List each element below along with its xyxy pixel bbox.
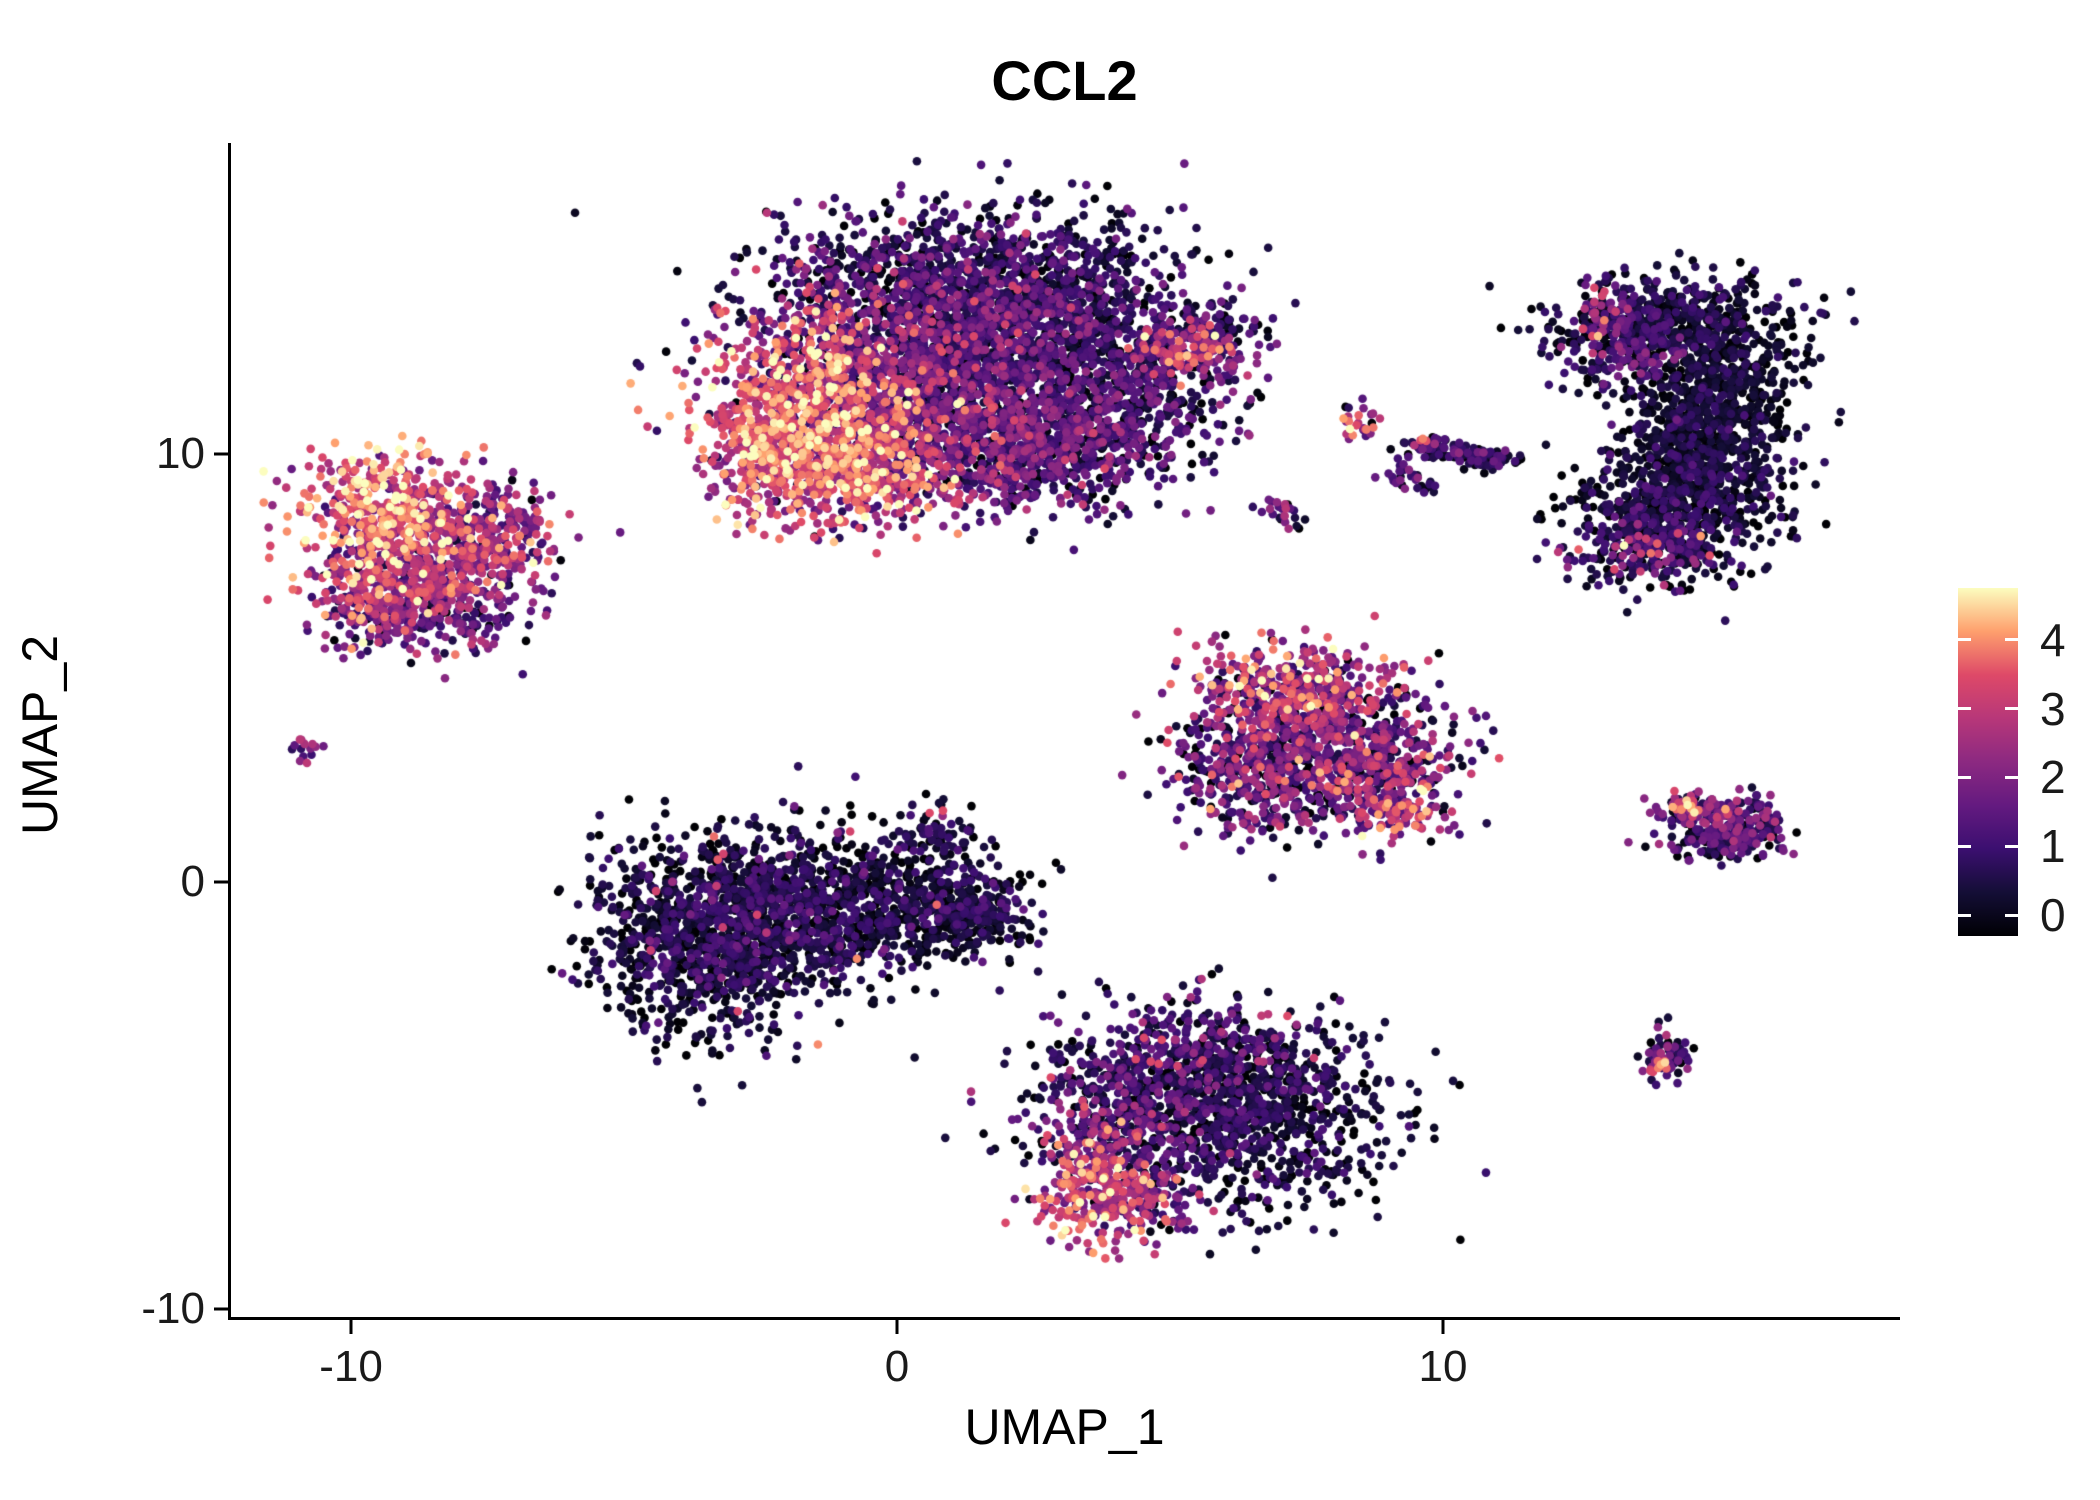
- colorbar-tick-mark: [1958, 844, 1971, 848]
- x-tick-mark: [1441, 1320, 1445, 1334]
- y-axis-label: UMAP_2: [12, 634, 68, 836]
- colorbar-tick-label: 4: [2040, 614, 2066, 666]
- colorbar-tick-mark: [2005, 844, 2018, 848]
- y-tick-label: -10: [141, 1284, 205, 1333]
- colorbar-tick-label: 0: [2040, 889, 2066, 941]
- x-tick-label: 0: [884, 1342, 910, 1391]
- x-tick-label: 10: [1418, 1342, 1468, 1391]
- x-axis-label: UMAP_1: [964, 1399, 1165, 1455]
- colorbar-tick-label: 3: [2040, 683, 2066, 735]
- colorbar-tick-mark: [1958, 776, 1971, 779]
- y-axis-line: [228, 143, 231, 1320]
- x-axis-line: [228, 1317, 1900, 1320]
- plot-title: CCL2: [991, 49, 1138, 112]
- y-tick-label: 0: [180, 857, 205, 906]
- colorbar-tick-mark: [2005, 707, 2018, 711]
- colorbar-tick-mark: [2005, 776, 2018, 779]
- colorbar-tick-mark: [2005, 913, 2018, 917]
- y-tick-mark: [214, 1307, 228, 1311]
- colorbar-tick-label: 1: [2040, 820, 2066, 872]
- x-tick-mark: [349, 1320, 353, 1334]
- y-tick-mark: [214, 880, 228, 884]
- colorbar-tick-label: 2: [2040, 751, 2066, 803]
- x-tick-label: -10: [319, 1342, 383, 1391]
- y-tick-mark: [214, 452, 228, 456]
- colorbar-tick-mark: [2005, 638, 2018, 642]
- colorbar: [1958, 588, 2018, 936]
- colorbar-tick-mark: [1958, 638, 1971, 642]
- colorbar-tick-mark: [1958, 707, 1971, 711]
- colorbar-gradient: [1958, 588, 2018, 936]
- y-tick-label: 10: [156, 429, 205, 478]
- colorbar-tick-mark: [1958, 913, 1971, 917]
- x-tick-mark: [895, 1320, 899, 1334]
